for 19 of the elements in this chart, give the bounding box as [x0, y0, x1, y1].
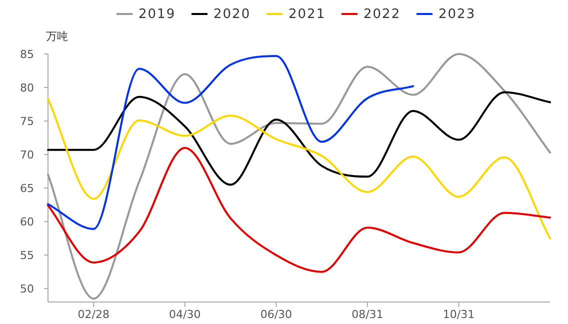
ylabel: 万吨 [46, 30, 68, 43]
x-tick-label: 08/31 [352, 308, 384, 321]
x-tick-label: 10/31 [442, 308, 475, 321]
legend-label: 2023 [438, 7, 476, 22]
y-tick-label: 65 [20, 182, 34, 196]
y-tick-label: 60 [20, 216, 34, 229]
legend-label: 2019 [138, 7, 176, 22]
y-tick-label: 50 [20, 282, 34, 296]
legend-label: 2020 [214, 7, 251, 22]
y-tick-label: 55 [20, 249, 34, 262]
y-tick-label: 85 [20, 48, 34, 61]
x-tick-label: 04/30 [169, 308, 201, 321]
x-tick-label: 02/28 [78, 308, 110, 321]
y-tick-label: 80 [20, 82, 34, 95]
legend-label: 2021 [288, 7, 326, 22]
x-tick-label: 06/30 [260, 308, 292, 321]
y-tick-label: 75 [20, 115, 34, 128]
legend-label: 2022 [364, 7, 401, 22]
y-tick-label: 70 [20, 148, 34, 162]
